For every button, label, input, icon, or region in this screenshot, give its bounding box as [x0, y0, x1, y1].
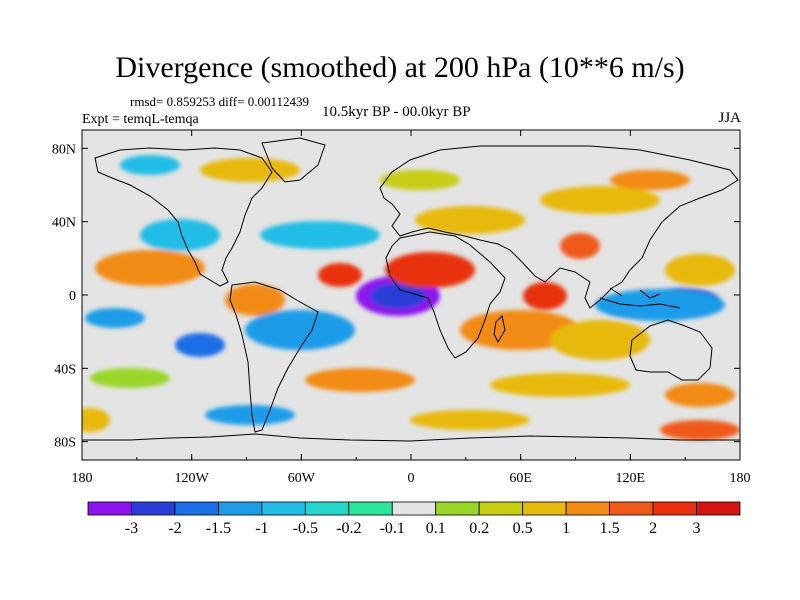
colorbar-label: -2 — [168, 520, 181, 537]
divergence-contour-region — [660, 420, 740, 440]
colorbar-label: -1.5 — [206, 520, 231, 537]
y-tick-label: 80N — [52, 142, 76, 157]
period-label: 10.5kyr BP - 00.0kyr BP — [322, 104, 471, 120]
colorbar-label: 3 — [693, 520, 701, 537]
map-plot-area — [82, 130, 740, 460]
colorbar-swatch — [652, 501, 697, 516]
colorbar-swatch — [304, 501, 350, 516]
divergence-contour-region — [540, 186, 660, 214]
y-tick-label: 0 — [69, 289, 76, 304]
colorbar-label: -1 — [255, 520, 268, 537]
australia-coast — [629, 319, 713, 381]
colorbar-swatch — [478, 501, 524, 516]
south-america-coast — [229, 281, 319, 433]
divergence-contour-region — [490, 373, 630, 397]
x-tick-label: 60E — [509, 471, 532, 486]
divergence-contour-region — [90, 368, 170, 388]
divergence-contour-region — [415, 206, 525, 234]
greenland-coast — [261, 137, 326, 183]
divergence-contour-region — [175, 333, 225, 357]
colorbar-label: 0.2 — [469, 520, 489, 537]
divergence-contour-region — [82, 408, 110, 432]
divergence-contour-region — [318, 263, 362, 287]
colorbar-label: -0.5 — [293, 520, 318, 537]
colorbar-swatch — [87, 501, 132, 516]
colorbar-label: 0.1 — [426, 520, 446, 537]
x-tick-label: 180 — [730, 471, 751, 486]
colorbar-label: -0.2 — [336, 520, 361, 537]
colorbar-label: 0.5 — [513, 520, 533, 537]
divergence-contour-region — [200, 158, 300, 182]
x-tick-label: 180 — [72, 471, 93, 486]
divergence-contour-region — [385, 252, 475, 288]
madagascar-coast — [493, 314, 506, 344]
colorbar-swatch — [522, 501, 567, 516]
x-tick-label: 120E — [616, 471, 646, 486]
africa-coast — [385, 231, 506, 359]
divergence-contour-region — [523, 282, 567, 310]
divergence-contour-region — [245, 310, 355, 350]
colorbar-swatch — [261, 501, 306, 516]
y-tick-label: 80S — [54, 436, 76, 451]
divergence-contour-region — [205, 405, 295, 425]
experiment-label: Expt = temqL-temqa — [82, 112, 199, 127]
north-america-coast — [94, 147, 273, 287]
colorbar-swatch — [131, 501, 176, 516]
y-tick-label: 40N — [52, 216, 76, 231]
divergence-field — [82, 155, 740, 440]
colorbar-swatch — [696, 501, 741, 516]
divergence-contour-region — [95, 250, 205, 286]
longitude-axis: 180 120W 60W 0 60E 120E 180 — [72, 130, 751, 486]
colorbar-swatch — [609, 501, 654, 516]
divergence-contour-region — [410, 410, 530, 430]
colorbar-label: 1.5 — [600, 520, 620, 537]
colorbar-labels: -3 -2 -1.5 -1 -0.5 -0.2 -0.1 0.1 0.2 0.5 1 1.5 2 3 — [125, 520, 701, 537]
divergence-contour-region — [85, 308, 145, 328]
divergence-contour-region — [610, 170, 690, 190]
colorbar-swatch — [217, 501, 263, 516]
x-tick-label: 0 — [408, 471, 415, 486]
colorbar-label: 2 — [649, 520, 657, 537]
colorbar-swatch — [391, 501, 437, 516]
divergence-contour-region — [560, 233, 600, 259]
divergence-contour-region — [225, 284, 285, 316]
divergence-contour-region — [370, 283, 426, 309]
latitude-axis: 80N 40N 0 40S 80S — [52, 142, 740, 451]
y-tick-label: 40S — [54, 362, 76, 377]
colorbar-swatch — [348, 501, 393, 516]
colorbar-label: -3 — [125, 520, 138, 537]
coastlines — [82, 137, 740, 442]
divergence-contour-region — [260, 221, 380, 249]
divergence-contour-region — [665, 254, 735, 286]
divergence-contour-region — [305, 368, 415, 392]
colorbar-swatch — [565, 501, 611, 516]
colorbar — [87, 501, 741, 516]
season-label: JJA — [718, 110, 741, 126]
divergence-contour-region — [550, 320, 650, 360]
colorbar-label: -0.1 — [380, 520, 405, 537]
indonesia-coast — [599, 287, 681, 309]
divergence-contour-region — [595, 289, 725, 321]
divergence-contour-region — [380, 170, 460, 190]
colorbar-label: 1 — [562, 520, 570, 537]
colorbar-swatch — [435, 501, 480, 516]
divergence-contour-region — [665, 383, 735, 407]
colorbar-swatch — [174, 501, 219, 516]
antarctica-coast — [82, 433, 740, 442]
rmsd-diff-stats: rmsd= 0.859253 diff= 0.00112439 — [130, 94, 309, 109]
map-title: Divergence (smoothed) at 200 hPa (10**6 … — [115, 51, 685, 84]
x-tick-label: 120W — [175, 471, 210, 486]
x-tick-label: 60W — [288, 471, 316, 486]
divergence-contour-region — [140, 219, 220, 251]
divergence-contour-region — [120, 155, 180, 175]
eurasia-coast — [379, 145, 739, 309]
